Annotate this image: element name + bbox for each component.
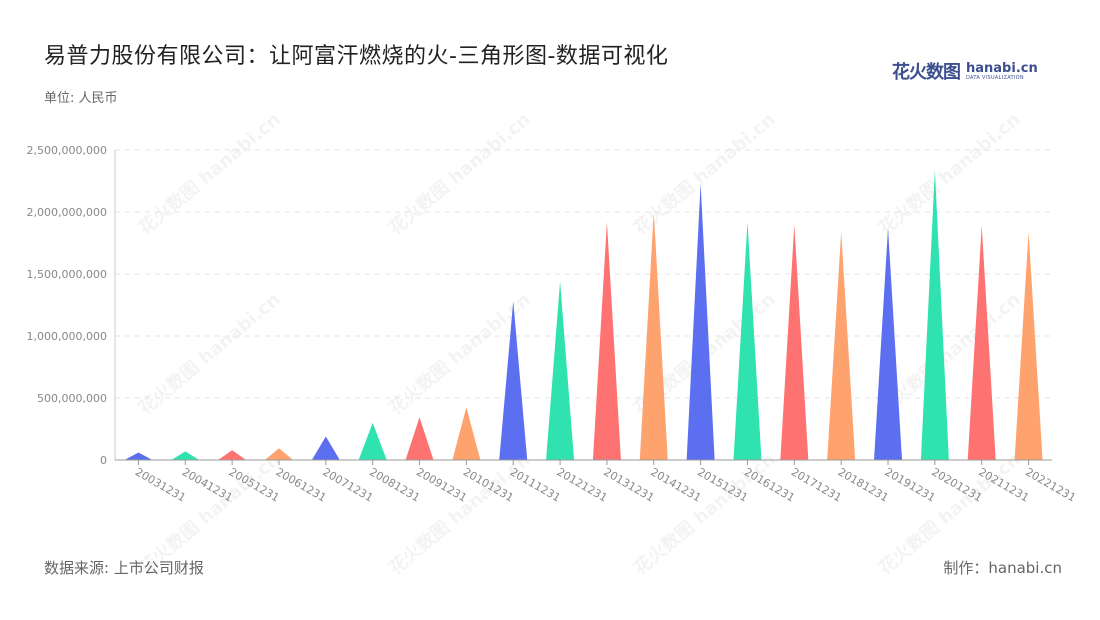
- data-source: 数据来源: 上市公司财报: [44, 559, 204, 577]
- x-tick-label: 20041231: [180, 465, 235, 504]
- x-tick-label: 20161231: [742, 465, 797, 504]
- triangle-mark: [405, 417, 434, 460]
- x-tick-label: 20171231: [789, 465, 844, 504]
- logo: 花火数图 hanabi.cn DATA VISUALIZATION: [892, 58, 1038, 84]
- x-tick-label: 20121231: [555, 465, 610, 504]
- x-axis: 2003123120041231200512312006123120071231…: [115, 459, 1078, 505]
- x-tick-label: 20221231: [1023, 465, 1078, 504]
- grid-lines: [115, 149, 1052, 399]
- triangle-mark: [264, 448, 293, 460]
- x-tick-label: 20141231: [648, 465, 703, 504]
- triangle-mark: [311, 436, 340, 460]
- x-tick-label: 20101231: [461, 465, 516, 504]
- triangle-mark: [592, 221, 621, 460]
- x-tick-label: 20111231: [508, 465, 563, 504]
- triangle-mark: [358, 422, 387, 460]
- triangle-mark: [920, 169, 949, 460]
- x-tick-label: 20081231: [367, 465, 422, 504]
- chart-title: 易普力股份有限公司：让阿富汗燃烧的火-三角形图-数据可视化: [44, 44, 669, 69]
- triangle-mark: [686, 183, 715, 461]
- triangle-mark: [499, 301, 528, 460]
- triangle-mark: [827, 231, 856, 460]
- triangle-mark: [733, 221, 762, 460]
- x-tick-label: 20131231: [601, 465, 656, 504]
- triangle-mark: [124, 452, 153, 460]
- x-tick-label: 20151231: [695, 465, 750, 504]
- y-tick-label: 2,000,000,000: [27, 206, 107, 219]
- triangle-mark: [218, 450, 247, 460]
- unit-label: 单位: 人民币: [44, 91, 118, 106]
- x-tick-label: 20061231: [273, 465, 328, 504]
- maker-credit: 制作：hanabi.cn: [943, 559, 1062, 577]
- x-tick-label: 20051231: [227, 465, 282, 504]
- triangle-mark: [639, 212, 668, 460]
- y-tick-label: 500,000,000: [37, 392, 107, 405]
- x-tick-label: 20091231: [414, 465, 469, 504]
- x-tick-label: 20191231: [883, 465, 938, 504]
- triangle-mark: [967, 225, 996, 460]
- triangle-mark: [874, 228, 903, 460]
- y-tick-label: 1,000,000,000: [27, 330, 107, 343]
- x-tick-label: 20201231: [929, 465, 984, 504]
- x-tick-label: 20031231: [133, 465, 188, 504]
- logo-sub-text: DATA VISUALIZATION: [966, 74, 1024, 81]
- y-tick-label: 1,500,000,000: [27, 268, 107, 281]
- triangle-marks: [124, 169, 1043, 461]
- x-tick-label: 20181231: [836, 465, 891, 504]
- triangle-mark: [780, 224, 809, 460]
- x-tick-label: 20071231: [320, 465, 375, 504]
- y-axis: 0 500,000,000 1,000,000,000 1,500,000,000 2,…: [27, 144, 116, 467]
- triangle-mark: [452, 407, 481, 460]
- triangle-mark: [546, 281, 575, 460]
- triangle-mark: [171, 451, 200, 460]
- logo-cn-text: 花火数图: [892, 62, 961, 83]
- x-tick-label: 20211231: [976, 465, 1031, 504]
- y-tick-label: 2,500,000,000: [27, 144, 107, 157]
- y-tick-label: 0: [100, 454, 107, 467]
- triangle-mark: [1014, 231, 1043, 460]
- logo-en-text: hanabi.cn: [966, 60, 1038, 76]
